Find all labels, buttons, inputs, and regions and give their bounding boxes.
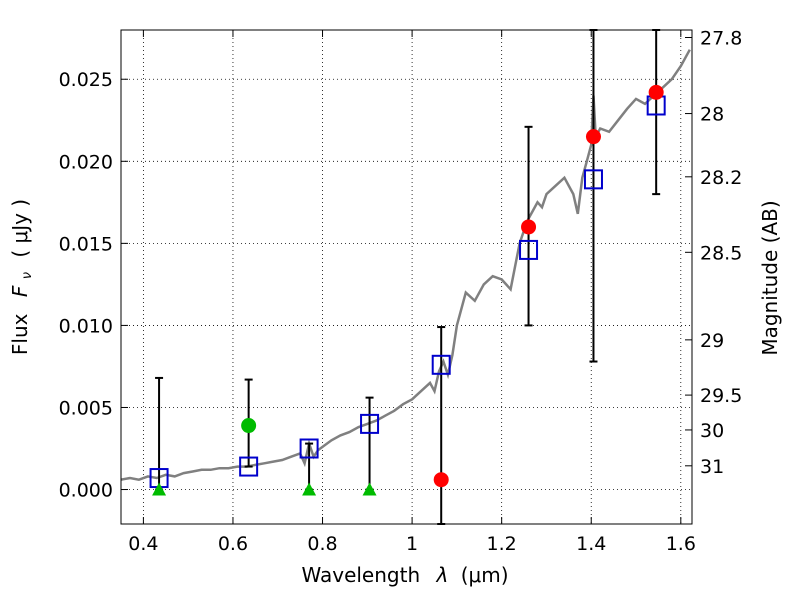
model-photometry-point: [360, 413, 380, 434]
observed-point: [521, 219, 537, 235]
x-tick-labels: 0.4 0.6 0.8 1 1.2 1.4 1.6: [128, 533, 696, 555]
plot-frame: [120, 29, 693, 525]
y2-tick-labels: 27.8 28 28.2 28.5 29 29.5 30 31: [700, 28, 742, 478]
grid-lines: [121, 30, 692, 524]
observed-point: [648, 84, 664, 100]
y-axis-title-symbol: F: [8, 285, 32, 297]
y2-tick-label: 28.5: [700, 242, 742, 264]
y2-tick-label: 27.8: [700, 28, 742, 50]
y-axis-title-unit: ( μJy ): [8, 199, 32, 258]
observed-point: [585, 129, 601, 145]
y-tick-label: 0.025: [59, 69, 113, 91]
y-axis-title-subscript: ν: [20, 272, 35, 279]
x-axis-title-text: Wavelength: [301, 563, 420, 587]
y-tick-label: 0.015: [59, 233, 113, 255]
model-photometry-series: [149, 95, 666, 489]
model-photometry-point: [583, 169, 603, 190]
x-tick-label: 0.4: [128, 533, 158, 555]
observed-points-series: [241, 84, 664, 488]
x-axis-title-symbol: λ: [436, 563, 449, 587]
model-photometry-point: [239, 456, 259, 477]
model-photometry-point: [519, 239, 539, 260]
y2-tick-label: 28.2: [700, 167, 742, 189]
x-axis-title: Wavelength λ (μm): [301, 563, 508, 587]
y-tick-labels: 0.000 0.005 0.010 0.015 0.020 0.025: [59, 69, 113, 501]
y2-tick-label: 28: [700, 104, 724, 126]
y2-tick-label: 29.5: [700, 385, 742, 407]
y2-tick-label: 31: [700, 456, 724, 478]
x-tick-label: 1: [406, 533, 418, 555]
upper-limit-marker: [362, 482, 377, 496]
upper-limit-series: [152, 482, 377, 496]
x-tick-label: 1.4: [576, 533, 606, 555]
observed-point: [433, 472, 449, 488]
model-photometry-point: [431, 354, 451, 375]
y2-tick-label: 29: [700, 330, 724, 352]
y-tick-label: 0.000: [59, 480, 113, 502]
model-spectrum-line: [121, 49, 691, 481]
x-axis-title-unit: (μm): [461, 563, 509, 587]
x-tick-label: 1.6: [666, 533, 696, 555]
errorbar-series: [155, 29, 661, 525]
observed-point-green: [241, 418, 257, 434]
model-spectrum-series: [121, 49, 691, 481]
y-tick-label: 0.020: [59, 151, 113, 173]
y-tick-label: 0.005: [59, 397, 113, 419]
y2-tick-label: 30: [700, 420, 724, 442]
x-tick-label: 1.2: [487, 533, 517, 555]
upper-limit-marker: [152, 482, 167, 496]
upper-limit-marker: [302, 482, 317, 496]
y-tick-label: 0.010: [59, 315, 113, 337]
model-photometry-point: [299, 438, 319, 459]
x-tick-label: 0.8: [307, 533, 337, 555]
axis-ticks: [121, 30, 692, 524]
y-axis-title: Flux F ν ( μJy ): [8, 199, 36, 355]
y2-axis-title: Magnitude (AB): [758, 200, 782, 355]
x-tick-label: 0.6: [218, 533, 248, 555]
y-axis-title-text: Flux: [8, 313, 32, 355]
